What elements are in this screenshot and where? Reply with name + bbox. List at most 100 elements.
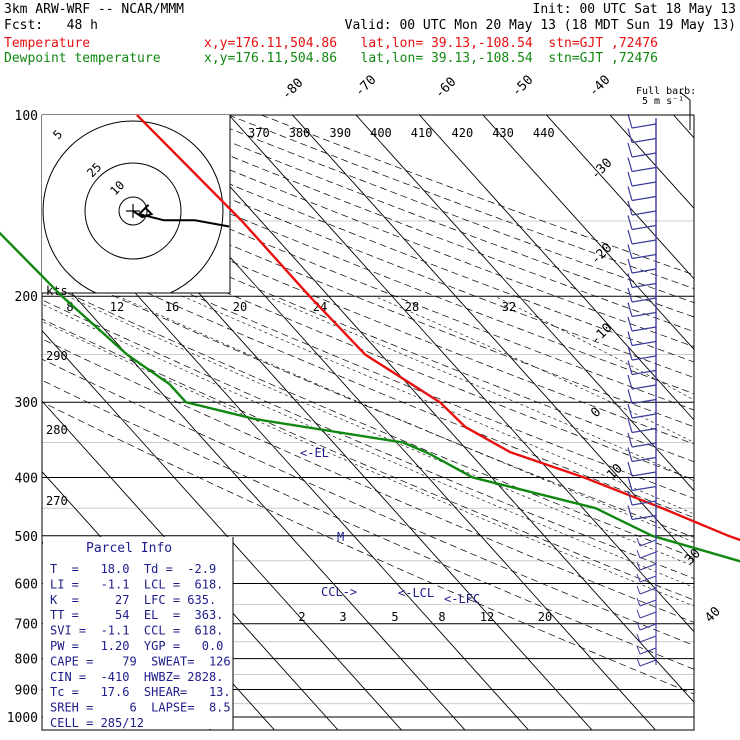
wind-barb-light-feather <box>636 561 641 571</box>
wind-barb-feather <box>627 128 633 143</box>
lcl-marker: <-LCL <box>398 586 434 600</box>
wind-barb-feather <box>627 229 633 245</box>
pressure-tick-label: 100 <box>15 109 38 124</box>
hodograph-ring <box>42 120 224 293</box>
dry-adiabat <box>42 148 694 411</box>
mixing-ratio-label: 3 <box>339 610 346 624</box>
isotherm-line <box>292 115 694 562</box>
parcel-row: Tc = 17.6 SHEAR= 13. <box>50 685 231 699</box>
pressure-tick-label: 1000 <box>7 711 38 726</box>
parcel-row: PW = 1.20 YGP = 0.0 <box>50 639 223 653</box>
wind-barb-light-feather <box>636 537 641 547</box>
wind-barb-flag <box>631 398 657 405</box>
mixing-ratio-label: 20 <box>538 610 552 624</box>
mixing-ratio-label: 12 <box>110 300 124 314</box>
wind-barb-flag <box>631 355 657 361</box>
wind-barb-flag <box>631 384 657 390</box>
wind-barb-light <box>639 587 657 595</box>
isotherm-line <box>482 115 694 351</box>
wind-barb-feather <box>627 461 633 477</box>
wind-barb-light-feather <box>636 621 641 631</box>
wind-barb-light <box>639 563 657 571</box>
parcel-title: Parcel Info <box>86 541 172 556</box>
wind-barb-flag <box>631 326 657 332</box>
wind-barb-feather <box>627 432 633 448</box>
wind-barb-feather <box>627 142 633 158</box>
wind-barb-flag <box>631 413 657 419</box>
wind-barb-feather <box>627 418 633 433</box>
wind-barb-flag <box>631 485 657 492</box>
parcel-row: SREH = 6 LAPSE= 8.5 <box>50 701 231 715</box>
theta-label: 430 <box>492 126 514 140</box>
wind-barb-flag <box>631 181 657 187</box>
el-marker: <-EL <box>300 446 329 460</box>
dry-adiabat <box>42 299 694 579</box>
wind-barb-light <box>639 647 657 655</box>
valid-time: Valid: 00 UTC Mon 20 May 13 (18 MDT Sun … <box>344 18 736 33</box>
wind-barb-light <box>639 599 657 607</box>
theta-label: 410 <box>411 126 433 140</box>
theta-label: 380 <box>289 126 311 140</box>
wind-barb-light <box>639 611 657 619</box>
wind-barb-feather <box>627 345 633 361</box>
dry-adiabat <box>42 338 694 623</box>
parcel-row: T = 18.0 Td = -2.9 <box>50 562 216 576</box>
dewpoint-legend: Dewpoint temperature <box>4 51 161 66</box>
dry-adiabat <box>42 133 694 395</box>
parcel-row: TT = 54 EL = 363. <box>50 608 223 622</box>
sounding-series <box>0 114 740 563</box>
wind-barb-feather <box>627 215 633 230</box>
wind-barb-feather <box>627 374 633 390</box>
forecast-hour: Fcst: 48 h <box>4 18 98 33</box>
temperature-trace <box>136 114 740 542</box>
wind-barb-light <box>639 623 657 631</box>
mixing-ratio-label: 32 <box>502 300 516 314</box>
wind-barb-light-feather <box>636 609 641 619</box>
wind-barb-flag <box>631 152 657 158</box>
isotherm-line <box>546 115 694 280</box>
isotherm-label: -60 <box>432 75 459 102</box>
wind-barb-flag <box>631 340 657 347</box>
isotherm-line <box>419 115 694 421</box>
parcel-row: K = 27 LFC = 635. <box>50 593 216 607</box>
isotherm-line <box>42 400 339 730</box>
isotherm-label: 0 <box>588 405 604 421</box>
hodograph-ring <box>118 196 148 226</box>
wind-barb-feather <box>627 447 633 462</box>
dry-adiabat <box>42 280 694 558</box>
moist-adiabat <box>265 295 694 482</box>
wind-barb-feather <box>627 476 633 491</box>
wind-barb-feather <box>627 331 633 346</box>
lfc-marker: <-LFC <box>444 592 480 606</box>
parcel-m-marker: M <box>337 530 344 544</box>
wind-barb-light-feather <box>636 657 641 667</box>
wind-barb-light <box>639 659 657 667</box>
wind-barb-flag <box>631 369 657 376</box>
mixing-ratio-label: 28 <box>405 300 419 314</box>
isotherm-label: -10 <box>588 321 615 348</box>
pressure-tick-label: 500 <box>15 530 38 545</box>
wind-barb-flag <box>631 239 657 245</box>
dry-adiabat <box>42 358 694 646</box>
wind-barb-light-feather <box>636 549 641 559</box>
pressure-tick-label: 600 <box>15 577 38 592</box>
wind-barb-feather <box>627 302 633 317</box>
wind-barb-light-feather <box>636 645 641 655</box>
wind-barb-light-feather <box>636 597 641 607</box>
wind-barb-flag <box>631 514 657 521</box>
model-title: 3km ARW-WRF -- NCAR/MMM <box>4 2 185 17</box>
dry-adiabat <box>42 245 694 519</box>
wind-barb-light-feather <box>636 585 641 595</box>
hodograph-clip <box>42 120 230 293</box>
wind-barb-feather <box>627 389 633 404</box>
isotherm-label: -50 <box>509 73 536 100</box>
wind-barb-feather <box>627 258 633 274</box>
wind-barb-flag <box>631 427 657 434</box>
barb-key-unit: 5 m s⁻¹ <box>642 96 684 107</box>
wind-barb-flag <box>631 210 657 216</box>
wind-barb-light <box>639 575 657 583</box>
init-time: Init: 00 UTC Sat 18 May 13 <box>532 2 737 17</box>
theta-label: 390 <box>329 126 351 140</box>
pressure-tick-label: 800 <box>15 653 38 668</box>
